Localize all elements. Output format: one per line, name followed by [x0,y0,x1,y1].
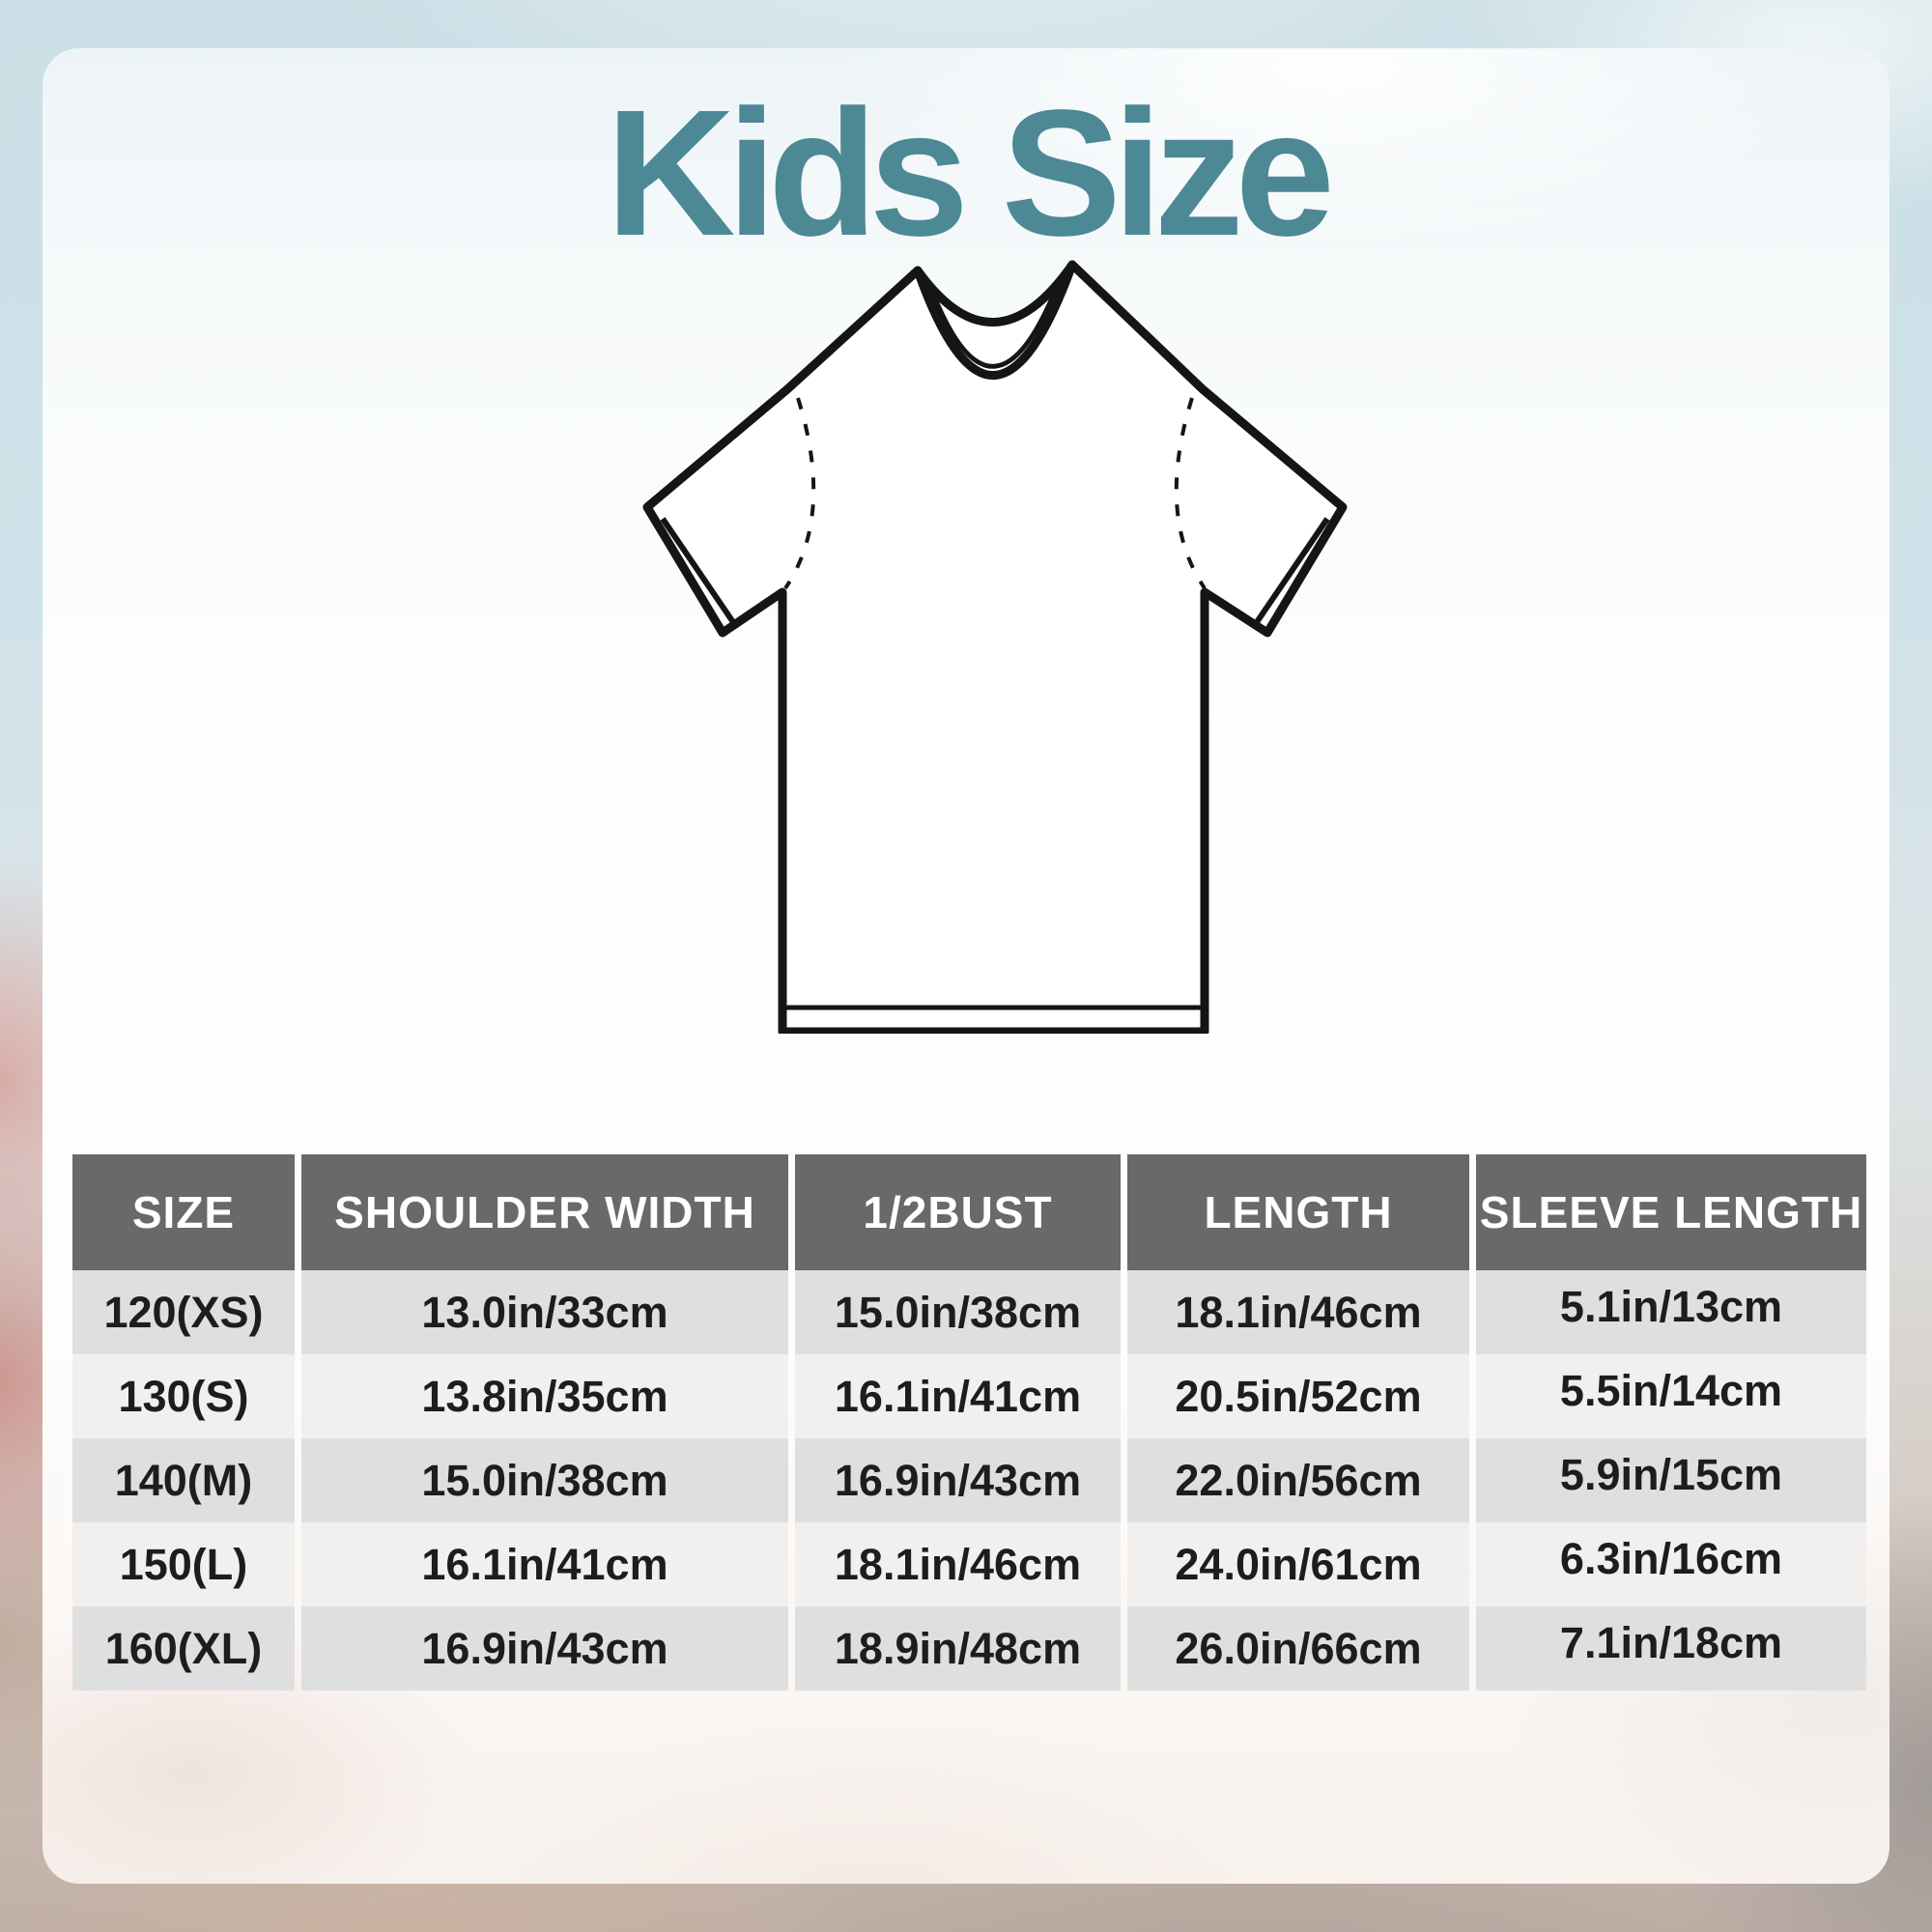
table-row-130s: 130(S) 13.8in/35cm 16.1in/41cm 20.5in/52… [72,1354,1866,1438]
size-cell: 160(XL) [72,1606,295,1690]
size-chart-card: Kids Size SIZE SHOULDER WIDTH 1/2BUST LE… [43,48,1889,1884]
tshirt-icon [642,260,1348,1034]
table-row-140m: 140(M) 15.0in/38cm 16.9in/43cm 22.0in/56… [72,1438,1866,1522]
tshirt-right-armhole-seam [1174,397,1207,590]
tshirt-collar-outer-curve [913,260,1077,380]
shoulder-width-cell: 16.9in/43cm [301,1606,788,1690]
size-cell: 150(L) [72,1522,295,1606]
table-row-120xs: 120(XS) 13.0in/33cm 15.0in/38cm 18.1in/4… [72,1270,1866,1354]
shoulder-width-cell: 16.1in/41cm [301,1522,788,1606]
length-cell: 24.0in/61cm [1127,1522,1469,1606]
size-table-header-row: SIZE SHOULDER WIDTH 1/2BUST LENGTH SLEEV… [72,1154,1866,1270]
tshirt-body-outline [642,260,1348,1034]
sleeve-length-cell: 5.5in/14cm [1476,1354,1866,1438]
size-cell: 140(M) [72,1438,295,1522]
size-cell: 130(S) [72,1354,295,1438]
table-row-160xl: 160(XL) 16.9in/43cm 18.9in/48cm 26.0in/6… [72,1606,1866,1690]
sleeve-length-cell: 5.9in/15cm [1476,1438,1866,1522]
column-header-shoulder-width: SHOULDER WIDTH [301,1154,788,1270]
half-bust-cell: 15.0in/38cm [795,1270,1121,1354]
length-cell: 20.5in/52cm [1127,1354,1469,1438]
length-cell: 22.0in/56cm [1127,1438,1469,1522]
table-row-150l: 150(L) 16.1in/41cm 18.1in/46cm 24.0in/61… [72,1522,1866,1606]
length-cell: 26.0in/66cm [1127,1606,1469,1690]
half-bust-cell: 16.1in/41cm [795,1354,1121,1438]
size-table: SIZE SHOULDER WIDTH 1/2BUST LENGTH SLEEV… [72,1154,1866,1690]
half-bust-cell: 16.9in/43cm [795,1438,1121,1522]
tshirt-left-cuff-seam [660,517,738,627]
sleeve-length-cell: 5.1in/13cm [1476,1270,1866,1354]
length-cell: 18.1in/46cm [1127,1270,1469,1354]
column-header-sleeve-length: SLEEVE LENGTH [1476,1154,1866,1270]
tshirt-left-armhole-seam [783,397,816,590]
column-header-length: LENGTH [1127,1154,1469,1270]
shoulder-width-cell: 13.8in/35cm [301,1354,788,1438]
shoulder-width-cell: 15.0in/38cm [301,1438,788,1522]
sleeve-length-cell: 7.1in/18cm [1476,1606,1866,1690]
shoulder-width-cell: 13.0in/33cm [301,1270,788,1354]
sleeve-length-cell: 6.3in/16cm [1476,1522,1866,1606]
tshirt-collar-inner-band [926,274,1064,369]
half-bust-cell: 18.9in/48cm [795,1606,1121,1690]
tshirt-right-cuff-seam [1252,517,1330,627]
page-title: Kids Size [606,73,1335,273]
column-header-size: SIZE [72,1154,295,1270]
half-bust-cell: 18.1in/46cm [795,1522,1121,1606]
size-cell: 120(XS) [72,1270,295,1354]
column-header-half-bust: 1/2BUST [795,1154,1121,1270]
